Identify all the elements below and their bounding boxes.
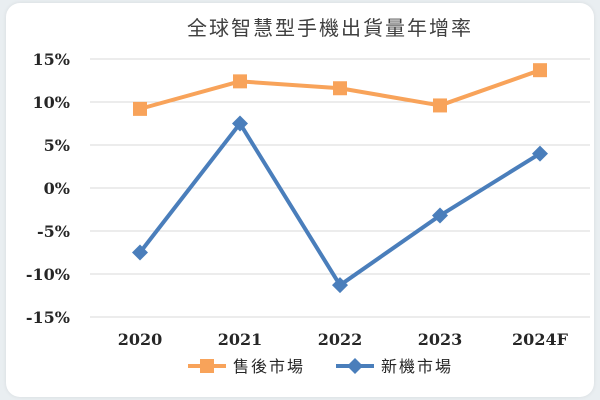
chart-card <box>6 3 594 397</box>
x-axis-ticks: 2020 2021 2022 2023 2024F <box>118 330 569 349</box>
x-tick-label: 2020 <box>118 330 163 349</box>
data-point <box>332 277 348 294</box>
legend: 售後市場 新機市場 <box>188 357 453 376</box>
y-tick-label: -15% <box>26 308 70 327</box>
y-axis-ticks: 15% 10% 5% 0% -5% -10% -15% <box>26 50 70 327</box>
legend-marker <box>347 358 363 374</box>
x-tick-label: 2024F <box>512 330 569 349</box>
series-line <box>138 121 542 288</box>
x-tick-label: 2022 <box>318 330 363 349</box>
series-2 <box>132 115 548 294</box>
y-tick-label: -5% <box>37 222 70 241</box>
data-point <box>133 101 147 116</box>
y-tick-label: 15% <box>33 50 70 69</box>
data-point <box>232 115 248 132</box>
data-point <box>432 207 448 224</box>
legend-label: 新機市場 <box>381 357 453 376</box>
data-point <box>132 244 148 261</box>
y-tick-label: 5% <box>44 136 70 155</box>
series-layer <box>132 63 548 294</box>
legend-marker <box>200 359 214 373</box>
chart-title: 全球智慧型手機出貨量年增率 <box>187 16 473 40</box>
x-tick-label: 2021 <box>218 330 263 349</box>
y-tick-label: 0% <box>44 179 70 198</box>
series-1 <box>133 63 547 116</box>
gridlines <box>90 58 590 318</box>
data-point <box>433 98 447 113</box>
legend-label: 售後市場 <box>233 357 305 376</box>
y-tick-label: -10% <box>26 265 70 284</box>
y-tick-label: 10% <box>33 93 70 112</box>
data-point <box>532 145 548 162</box>
data-point <box>233 74 247 89</box>
x-tick-label: 2023 <box>418 330 463 349</box>
data-point <box>333 81 347 96</box>
data-point <box>533 63 547 78</box>
